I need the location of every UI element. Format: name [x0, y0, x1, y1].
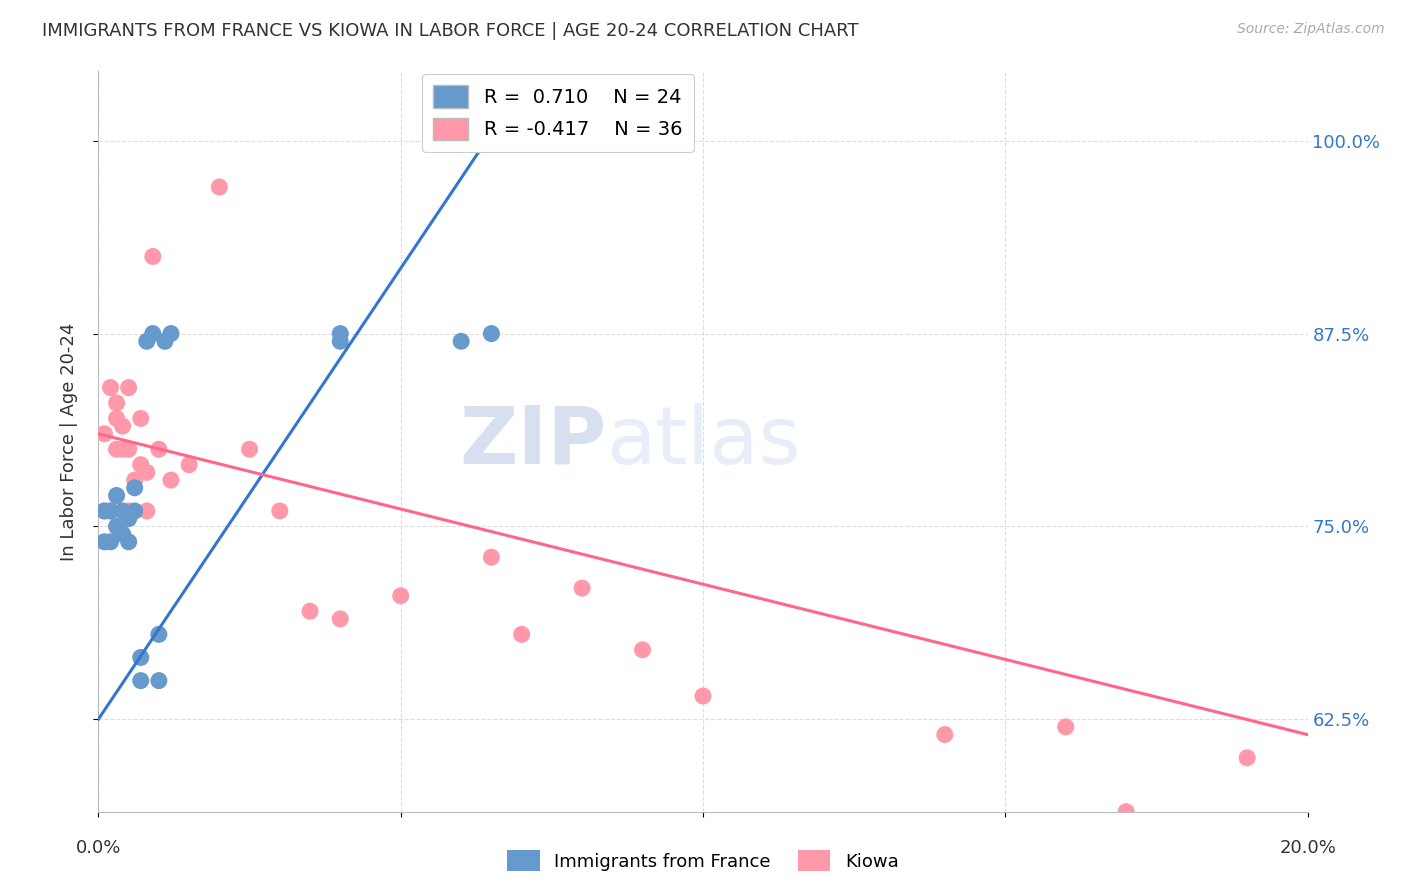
Point [93, 534, 115, 549]
Point [105, 489, 128, 503]
Point [450, 334, 472, 349]
Point [118, 442, 141, 457]
Point [1054, 720, 1077, 734]
Point [93, 504, 115, 518]
Point [934, 728, 956, 742]
Text: 0.0%: 0.0% [76, 839, 121, 857]
Text: Source: ZipAtlas.com: Source: ZipAtlas.com [1237, 22, 1385, 37]
Point [153, 334, 176, 349]
Point [118, 504, 141, 518]
Point [481, 550, 503, 565]
Point [118, 534, 141, 549]
Point [329, 612, 352, 626]
Point [208, 180, 231, 194]
Point [124, 473, 146, 487]
Point [100, 534, 122, 549]
Point [239, 442, 262, 457]
Point [111, 504, 134, 518]
Point [118, 511, 141, 525]
Point [135, 334, 157, 349]
Point [148, 442, 170, 457]
Point [111, 419, 134, 434]
Point [160, 326, 183, 341]
Point [129, 673, 152, 688]
Point [329, 326, 352, 341]
Text: ZIP: ZIP [458, 402, 606, 481]
Point [129, 458, 152, 472]
Point [389, 589, 412, 603]
Point [100, 504, 122, 518]
Point [269, 504, 291, 518]
Point [93, 426, 115, 441]
Point [160, 473, 183, 487]
Point [100, 504, 122, 518]
Point [148, 627, 170, 641]
Point [100, 380, 122, 394]
Point [148, 673, 170, 688]
Point [631, 642, 654, 657]
Point [124, 504, 146, 518]
Point [510, 627, 533, 641]
Point [129, 411, 152, 425]
Point [1115, 805, 1137, 819]
Point [142, 326, 165, 341]
Y-axis label: In Labor Force | Age 20-24: In Labor Force | Age 20-24 [59, 322, 77, 561]
Point [135, 466, 157, 480]
Point [105, 396, 128, 410]
Point [481, 326, 503, 341]
Point [124, 481, 146, 495]
Point [105, 442, 128, 457]
Point [105, 519, 128, 533]
Point [93, 504, 115, 518]
Point [329, 334, 352, 349]
Point [135, 504, 157, 518]
Point [118, 380, 141, 394]
Point [179, 458, 201, 472]
Point [692, 689, 714, 703]
Legend: R =  0.710    N = 24, R = -0.417    N = 36: R = 0.710 N = 24, R = -0.417 N = 36 [422, 74, 695, 152]
Point [105, 411, 128, 425]
Point [142, 249, 165, 263]
Text: atlas: atlas [606, 402, 800, 481]
Legend: Immigrants from France, Kiowa: Immigrants from France, Kiowa [501, 843, 905, 879]
Point [111, 442, 134, 457]
Point [129, 650, 152, 665]
Text: IMMIGRANTS FROM FRANCE VS KIOWA IN LABOR FORCE | AGE 20-24 CORRELATION CHART: IMMIGRANTS FROM FRANCE VS KIOWA IN LABOR… [42, 22, 859, 40]
Text: 20.0%: 20.0% [1279, 839, 1336, 857]
Point [299, 604, 322, 618]
Point [571, 581, 593, 595]
Point [111, 527, 134, 541]
Point [1236, 750, 1258, 764]
